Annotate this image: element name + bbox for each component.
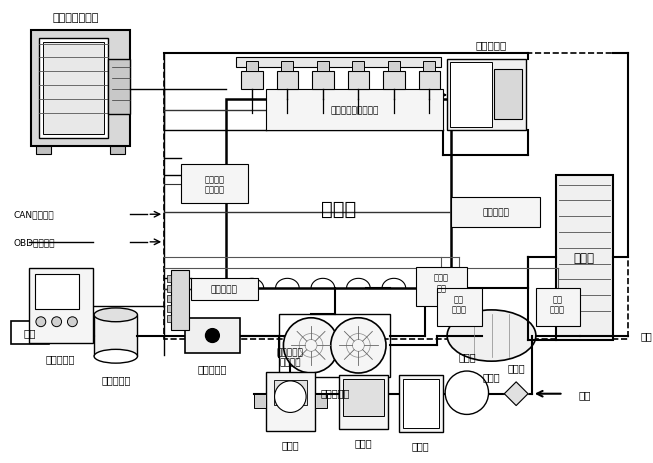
Text: 燃气: 燃气 xyxy=(579,389,592,399)
Bar xyxy=(185,318,240,354)
Bar xyxy=(536,288,581,326)
Text: 转速传感器: 转速传感器 xyxy=(482,208,509,217)
Bar xyxy=(403,379,439,428)
Bar xyxy=(556,175,613,341)
Bar xyxy=(343,379,384,417)
Bar xyxy=(339,375,388,429)
Text: CAN通讯接口: CAN通讯接口 xyxy=(13,210,54,219)
Bar xyxy=(254,394,266,407)
Bar xyxy=(35,275,79,309)
Text: 手持诊断仪: 手持诊断仪 xyxy=(46,354,75,363)
Text: 空气: 空气 xyxy=(24,328,36,338)
Text: 电控混合器: 电控混合器 xyxy=(198,363,227,373)
Bar xyxy=(246,62,258,72)
Text: 电磁阀: 电磁阀 xyxy=(355,437,372,447)
Text: OBD诊断接口: OBD诊断接口 xyxy=(13,238,55,247)
Bar xyxy=(281,62,293,72)
Bar xyxy=(266,90,443,131)
Bar xyxy=(167,295,171,302)
Text: 进气温度压
力传感器: 进气温度压 力传感器 xyxy=(277,348,304,367)
Ellipse shape xyxy=(447,310,536,362)
Bar xyxy=(164,54,628,340)
Circle shape xyxy=(67,317,77,327)
Bar xyxy=(353,62,364,72)
Circle shape xyxy=(206,329,219,343)
Bar xyxy=(274,380,307,405)
Bar xyxy=(451,198,540,227)
Ellipse shape xyxy=(94,350,138,363)
Bar xyxy=(108,60,129,114)
Circle shape xyxy=(331,318,386,373)
Circle shape xyxy=(283,318,339,373)
Text: 排温传
感器: 排温传 感器 xyxy=(434,273,449,292)
Text: 涡轮增压器: 涡轮增压器 xyxy=(320,387,349,397)
Bar xyxy=(494,70,522,119)
Text: 前氧
传感器: 前氧 传感器 xyxy=(451,294,466,314)
Bar xyxy=(31,31,129,147)
Polygon shape xyxy=(504,382,528,406)
Text: 冷却液温
度传感器: 冷却液温 度传感器 xyxy=(204,175,225,194)
Bar xyxy=(43,43,104,135)
Text: 发动机: 发动机 xyxy=(321,200,357,219)
Bar xyxy=(399,375,443,432)
Bar xyxy=(167,276,171,283)
Circle shape xyxy=(445,371,488,414)
Bar xyxy=(447,60,526,131)
Bar xyxy=(236,58,441,68)
Bar xyxy=(110,147,125,155)
Bar xyxy=(167,315,171,322)
Text: 空气滤清器: 空气滤清器 xyxy=(101,374,131,384)
Bar xyxy=(167,305,171,312)
Bar xyxy=(423,62,436,72)
Text: 电子节气门: 电子节气门 xyxy=(476,40,507,50)
Bar xyxy=(312,72,334,90)
Text: 调压阀: 调压阀 xyxy=(281,439,299,449)
Circle shape xyxy=(274,381,306,413)
Bar xyxy=(11,321,49,344)
Bar xyxy=(39,38,108,139)
Bar xyxy=(171,271,189,330)
Bar xyxy=(266,372,315,431)
Bar xyxy=(167,286,171,293)
Bar xyxy=(191,279,258,300)
Bar xyxy=(415,267,467,307)
Circle shape xyxy=(52,317,61,327)
Bar xyxy=(276,72,298,90)
Bar xyxy=(36,147,51,155)
Bar xyxy=(241,72,263,90)
Bar xyxy=(317,62,329,72)
Text: 后氧
传感器: 后氧 传感器 xyxy=(550,294,565,314)
Text: 压力表: 压力表 xyxy=(458,351,475,362)
Bar xyxy=(181,164,248,204)
Text: 尾气: 尾气 xyxy=(641,331,652,341)
Text: 消音器: 消音器 xyxy=(483,371,500,381)
Bar xyxy=(438,288,482,326)
Bar xyxy=(94,315,138,357)
Bar xyxy=(347,72,369,90)
Bar xyxy=(29,269,93,344)
Bar xyxy=(383,72,405,90)
Text: 调速电子控制器: 调速电子控制器 xyxy=(52,13,99,23)
Circle shape xyxy=(36,317,46,327)
Text: 相位传感器: 相位传感器 xyxy=(211,285,238,294)
Text: 中冷器: 中冷器 xyxy=(574,251,595,264)
Ellipse shape xyxy=(94,308,138,322)
Text: 进气温度压力传感器: 进气温度压力传感器 xyxy=(330,106,379,115)
Bar xyxy=(279,314,390,377)
Bar xyxy=(419,72,440,90)
Bar xyxy=(450,63,492,128)
Text: 过滤器: 过滤器 xyxy=(411,440,429,450)
Text: 截止阀: 截止阀 xyxy=(507,362,525,372)
Bar xyxy=(226,100,451,288)
Bar xyxy=(388,62,400,72)
Bar xyxy=(315,394,326,407)
